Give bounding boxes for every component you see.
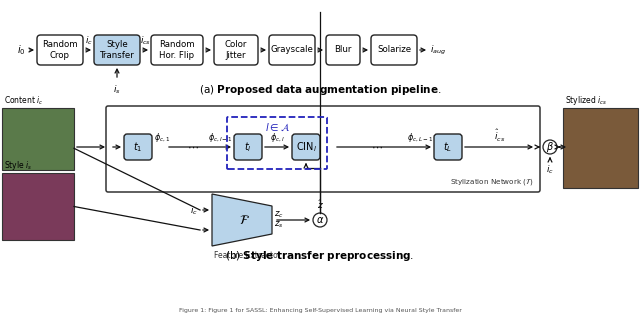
Text: Random
Crop: Random Crop: [42, 40, 78, 60]
Text: $\beta$: $\beta$: [546, 140, 554, 154]
Text: Stylization Network ($\mathcal{T}$): Stylization Network ($\mathcal{T}$): [449, 176, 533, 187]
Text: $\hat{z}$: $\hat{z}$: [317, 198, 323, 211]
Text: $z_c$: $z_c$: [274, 210, 284, 220]
Text: $\cdots$: $\cdots$: [371, 142, 383, 152]
Text: $i_c$: $i_c$: [84, 34, 92, 47]
Text: $t_1$: $t_1$: [133, 140, 143, 154]
Text: Blur: Blur: [334, 45, 352, 54]
Text: Figure 1: Figure 1 for SASSL: Enhancing Self-Supervised Learning via Neural Styl: Figure 1: Figure 1 for SASSL: Enhancing …: [179, 308, 461, 313]
Text: $i_0$: $i_0$: [17, 43, 26, 57]
Text: Stylized $i_{cs}$: Stylized $i_{cs}$: [565, 94, 607, 107]
Text: Content $i_c$: Content $i_c$: [4, 94, 44, 107]
FancyBboxPatch shape: [37, 35, 83, 65]
Text: $\phi_{c,L-1}$: $\phi_{c,L-1}$: [406, 131, 433, 144]
FancyBboxPatch shape: [434, 134, 462, 160]
Text: $\cdots$: $\cdots$: [187, 142, 199, 152]
FancyBboxPatch shape: [269, 35, 315, 65]
Text: $t_l$: $t_l$: [244, 140, 252, 154]
FancyBboxPatch shape: [106, 106, 540, 192]
Text: Feature Extractor: Feature Extractor: [214, 251, 282, 260]
Text: Solarize: Solarize: [377, 45, 411, 54]
FancyBboxPatch shape: [326, 35, 360, 65]
FancyBboxPatch shape: [2, 173, 74, 240]
Text: (a) $\mathbf{Proposed\ data\ augmentation\ pipeline}.$: (a) $\mathbf{Proposed\ data\ augmentatio…: [199, 83, 441, 97]
Text: $\hat{i}_{cs}$: $\hat{i}_{cs}$: [494, 128, 506, 144]
Text: $\phi_{c,l}$: $\phi_{c,l}$: [269, 131, 284, 144]
FancyBboxPatch shape: [214, 35, 258, 65]
FancyBboxPatch shape: [234, 134, 262, 160]
Text: $z_s$: $z_s$: [274, 220, 284, 230]
FancyBboxPatch shape: [94, 35, 140, 65]
Text: Color
Jitter: Color Jitter: [225, 40, 247, 60]
Text: $i_c$: $i_c$: [190, 205, 198, 217]
Text: $\mathrm{CIN}_l$: $\mathrm{CIN}_l$: [296, 140, 316, 154]
Circle shape: [543, 140, 557, 154]
Text: (b) $\mathbf{Style\ transfer\ preprocessing}.$: (b) $\mathbf{Style\ transfer\ preprocess…: [225, 249, 415, 263]
Text: $i_c$: $i_c$: [546, 164, 554, 176]
Text: Style
Transfer: Style Transfer: [100, 40, 134, 60]
Text: Grayscale: Grayscale: [271, 45, 314, 54]
Text: $\phi_{c,l-1}$: $\phi_{c,l-1}$: [208, 131, 233, 144]
Text: $\mathcal{F}$: $\mathcal{F}$: [239, 213, 250, 226]
Circle shape: [313, 213, 327, 227]
FancyBboxPatch shape: [292, 134, 320, 160]
FancyBboxPatch shape: [124, 134, 152, 160]
Text: $t_L$: $t_L$: [444, 140, 452, 154]
FancyBboxPatch shape: [371, 35, 417, 65]
Text: Style $i_s$: Style $i_s$: [4, 159, 33, 172]
Text: $i_{aug}$: $i_{aug}$: [430, 44, 446, 57]
FancyBboxPatch shape: [151, 35, 203, 65]
FancyBboxPatch shape: [2, 108, 74, 170]
Text: Random
Hor. Flip: Random Hor. Flip: [159, 40, 195, 60]
Text: $i_{cs}$: $i_{cs}$: [140, 34, 151, 47]
Text: $i_s$: $i_s$: [113, 83, 121, 95]
Text: $\alpha$: $\alpha$: [316, 215, 324, 225]
FancyBboxPatch shape: [563, 108, 638, 188]
Text: $l \in \mathcal{A}$: $l \in \mathcal{A}$: [264, 122, 289, 133]
Text: $\phi_{c,1}$: $\phi_{c,1}$: [154, 131, 170, 144]
Polygon shape: [212, 194, 272, 246]
